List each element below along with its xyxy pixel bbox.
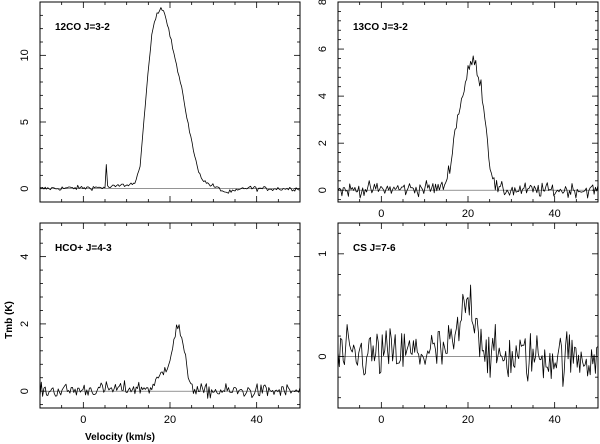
y-tick-label: 0	[19, 186, 31, 192]
spectrum-line	[337, 55, 599, 199]
x-tick-label: 0	[378, 208, 384, 220]
x-tick-label: 20	[462, 208, 474, 220]
spectrum-panel-2: 0 20 40 0 2 4 6 8 13CO J=3-2	[317, 0, 599, 220]
panel-title: 12CO J=3-2	[55, 22, 110, 33]
spectrum-line	[337, 284, 599, 387]
panel-title: 13CO J=3-2	[353, 22, 408, 33]
y-tick-label: 4	[317, 93, 329, 99]
y-tick-label: 0	[317, 187, 329, 193]
spectrum-line	[39, 324, 301, 399]
y-tick-label: 1	[317, 251, 329, 257]
spectrum-panel-4: 0 20 40 0 1 CS J=7-6	[317, 222, 599, 426]
x-tick-label: 0	[378, 414, 384, 426]
y-tick-label: 5	[19, 119, 31, 125]
spectrum-panel-1: 0 5 10 12CO J=3-2	[19, 1, 301, 203]
y-tick-label: 4	[19, 254, 31, 260]
y-tick-label: 6	[317, 46, 329, 52]
panel-title: CS J=7-6	[353, 243, 396, 254]
y-tick-label: 8	[317, 0, 329, 5]
x-tick-label: 40	[251, 414, 263, 426]
spectrum-line	[39, 7, 301, 194]
y-tick-label: 0	[317, 354, 329, 360]
panel-title: HCO+ J=4-3	[55, 243, 112, 254]
y-tick-label: 2	[317, 140, 329, 146]
x-axis-label: Velocity (km/s)	[85, 432, 155, 443]
x-tick-label: 40	[549, 208, 561, 220]
y-axis-label: Tmb (K)	[4, 301, 15, 339]
y-tick-label: 10	[19, 49, 31, 61]
x-tick-label: 20	[164, 414, 176, 426]
y-tick-label: 0	[19, 388, 31, 394]
x-tick-label: 0	[80, 414, 86, 426]
spectrum-panel-3: 0 20 40 0 2 4 HCO+ J=4-3	[19, 222, 301, 426]
x-tick-label: 20	[462, 414, 474, 426]
y-tick-label: 2	[19, 321, 31, 327]
x-tick-label: 40	[549, 414, 561, 426]
